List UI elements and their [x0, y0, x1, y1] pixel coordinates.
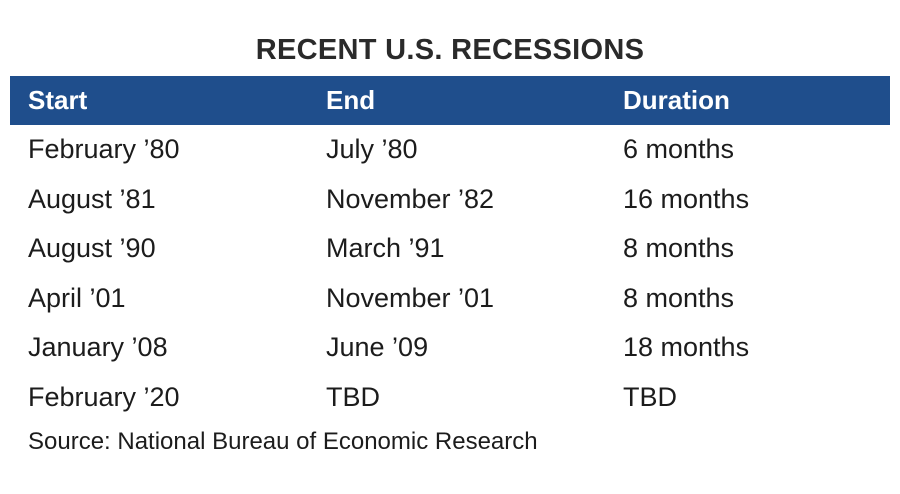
cell-start: August ’90 — [28, 233, 156, 264]
cell-end: November ’82 — [326, 183, 495, 214]
cell-end: July ’80 — [326, 134, 418, 165]
cell-end: June ’09 — [326, 332, 429, 363]
cell-duration: 16 months — [623, 183, 750, 214]
source-note: Source: National Bureau of Economic Rese… — [28, 428, 538, 455]
cell-duration: 8 months — [623, 233, 735, 264]
table-header-row: Start End Duration — [10, 76, 890, 125]
table-row: February ’80 July ’80 6 months — [10, 125, 890, 175]
column-header-end: End — [326, 85, 376, 115]
cell-duration: 6 months — [623, 134, 735, 165]
cell-end: TBD — [326, 381, 380, 412]
cell-start: August ’81 — [28, 183, 156, 214]
table-row: February ’20 TBD TBD — [10, 373, 890, 423]
cell-duration: 8 months — [623, 282, 735, 313]
cell-start: January ’08 — [28, 332, 168, 363]
recessions-table: Start End Duration February ’80 July ’80… — [10, 76, 890, 422]
column-header-start: Start — [28, 85, 88, 115]
table-row: August ’81 November ’82 16 months — [10, 175, 890, 225]
cell-start: April ’01 — [28, 282, 126, 313]
table-title: RECENT U.S. RECESSIONS — [255, 34, 645, 66]
column-header-duration: Duration — [623, 85, 730, 115]
cell-start: February ’20 — [28, 381, 180, 412]
table-row: August ’90 March ’91 8 months — [10, 224, 890, 274]
cell-duration: 18 months — [623, 332, 750, 363]
table-row: April ’01 November ’01 8 months — [10, 274, 890, 324]
table-row: January ’08 June ’09 18 months — [10, 323, 890, 373]
cell-duration: TBD — [623, 381, 677, 412]
cell-end: November ’01 — [326, 282, 495, 313]
cell-end: March ’91 — [326, 233, 445, 264]
cell-start: February ’80 — [28, 134, 180, 165]
